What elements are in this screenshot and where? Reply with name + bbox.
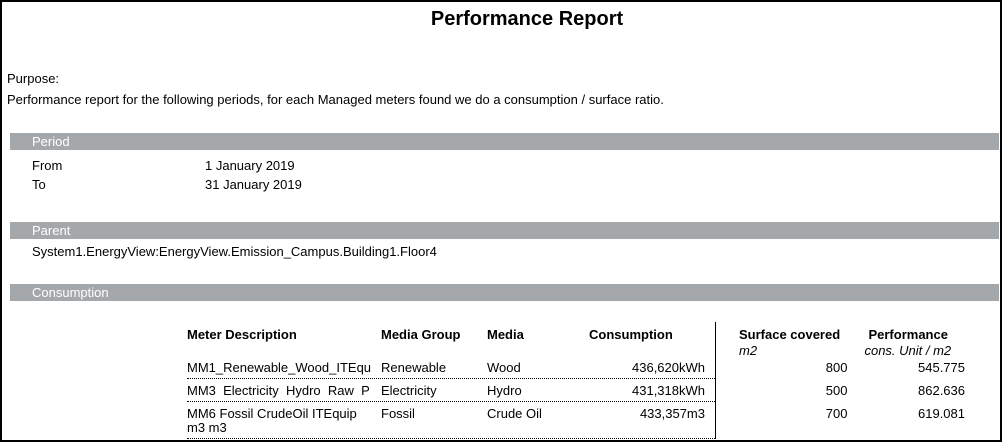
cell-surface-covered: 500: [825, 383, 848, 398]
cell-surface-covered: 800: [825, 360, 848, 375]
performance-unit-label: cons. Unit / m2: [864, 343, 952, 358]
purpose-text: Performance report for the following per…: [7, 92, 664, 107]
section-header-consumption: Consumption: [10, 284, 999, 301]
cell-surface-covered: 700: [825, 406, 848, 421]
column-header-media-group: Media Group: [381, 327, 461, 342]
cell-meter-description: MM6 Fossil CrudeOil ITEquip m3 m3: [187, 406, 357, 435]
cell-performance: 545.775: [918, 360, 965, 375]
cell-media-group: Fossil: [381, 406, 415, 421]
cell-meter-description: MM3 Electricity Hydro Raw P: [187, 383, 370, 398]
period-from-label: From: [32, 158, 63, 173]
consumption-table: Meter Description Media Group Media Cons…: [187, 322, 965, 439]
performance-label: Performance: [868, 327, 948, 342]
column-header-meter-description: Meter Description: [187, 327, 297, 342]
cell-media: Crude Oil: [487, 406, 542, 421]
table-vertical-divider: Surface covered m2 Performance cons. Uni…: [715, 322, 965, 358]
table-row: MM1_Renewable_Wood_ITEqu Renewable Wood …: [187, 356, 965, 379]
cell-consumption: 436,620kWh: [632, 360, 705, 375]
surface-covered-label: Surface covered: [739, 327, 841, 342]
section-header-parent: Parent: [10, 222, 999, 239]
table-header-row: Meter Description Media Group Media Cons…: [187, 322, 965, 358]
column-header-performance: Performance cons. Unit / m2: [847, 322, 965, 358]
period-to-label: To: [32, 177, 46, 192]
parent-path: System1.EnergyView:EnergyView.Emission_C…: [32, 244, 437, 259]
cell-performance: 619.081: [918, 406, 965, 421]
cell-meter-description: MM1_Renewable_Wood_ITEqu: [187, 360, 372, 375]
cell-performance: 862.636: [918, 383, 965, 398]
cell-consumption: 433,357m3: [639, 406, 705, 421]
column-header-media: Media: [487, 327, 524, 342]
column-header-consumption: Consumption: [589, 327, 673, 342]
section-header-period: Period: [10, 133, 999, 150]
cell-media-group: Electricity: [381, 383, 437, 398]
period-to-value: 31 January 2019: [205, 177, 302, 192]
column-header-surface-covered: Surface covered m2: [716, 322, 847, 358]
page-title: Performance Report: [430, 8, 624, 30]
surface-unit-label: m2: [739, 343, 758, 358]
cell-consumption: 431,318kWh: [632, 383, 705, 398]
cell-media: Hydro: [487, 383, 522, 398]
table-row: MM3 Electricity Hydro Raw P Electricity …: [187, 379, 965, 402]
purpose-label: Purpose:: [7, 71, 60, 86]
cell-media: Wood: [487, 360, 521, 375]
cell-media-group: Renewable: [381, 360, 447, 375]
period-from-value: 1 January 2019: [205, 158, 295, 173]
table-row: MM6 Fossil CrudeOil ITEquip m3 m3 Fossil…: [187, 402, 965, 439]
